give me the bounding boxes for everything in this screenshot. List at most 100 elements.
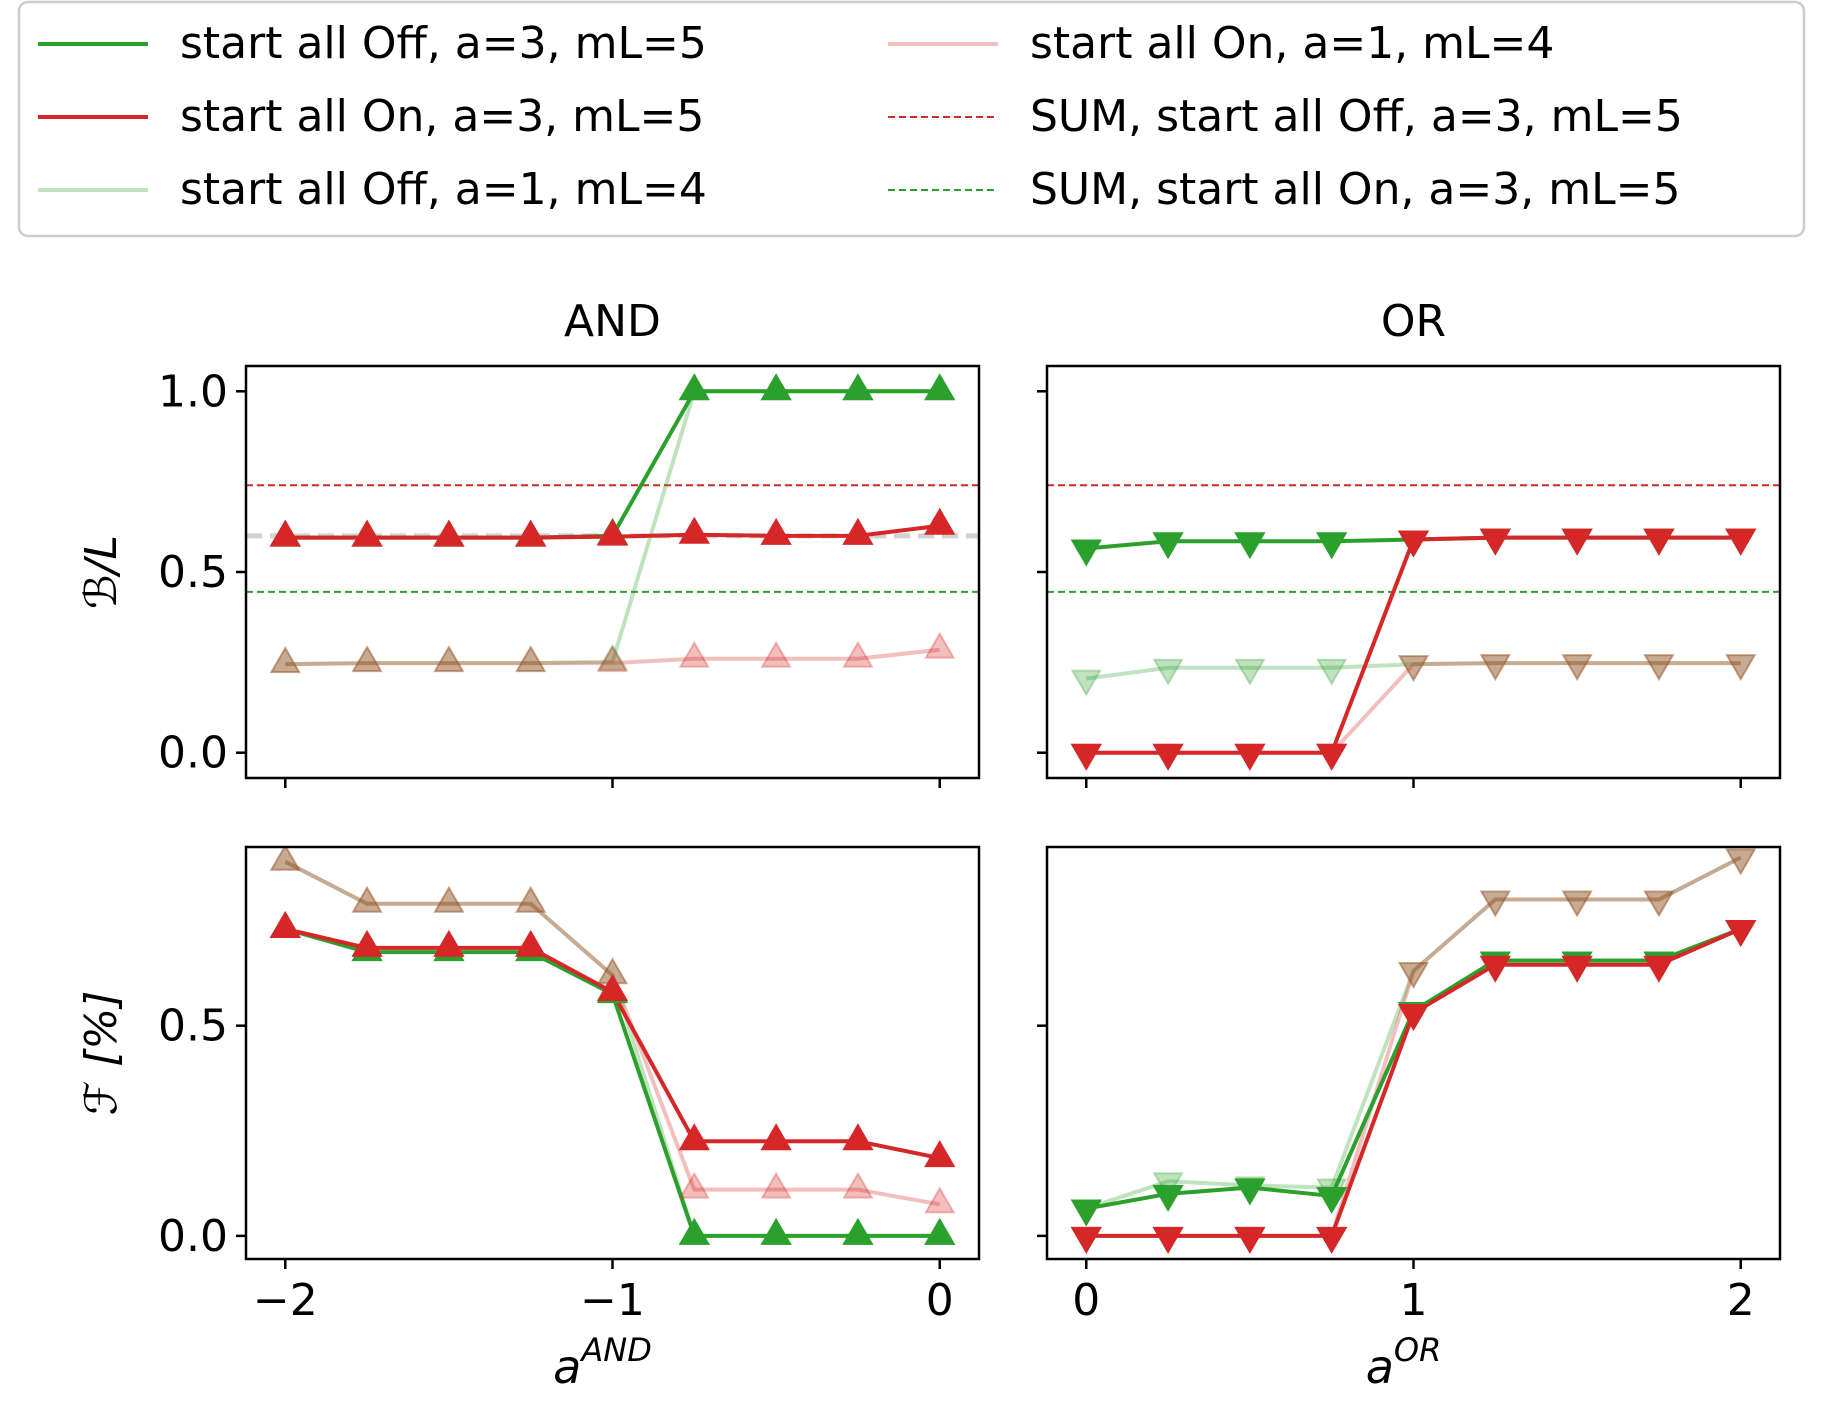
data-point (1234, 1178, 1266, 1206)
data-point (924, 631, 956, 659)
series-line-0 (1085, 855, 1742, 1211)
series-line-1 (1086, 855, 1742, 1238)
x-axis-label-superscript: AND (579, 1331, 651, 1369)
data-point (842, 373, 874, 401)
x-axis-label: aOR (1366, 1331, 1442, 1394)
data-point (678, 1217, 710, 1245)
y-tick-label: 0.5 (158, 1001, 228, 1052)
data-point (433, 645, 465, 673)
series-line-1 (285, 647, 940, 667)
data-point (760, 373, 792, 401)
data-point (1561, 528, 1593, 556)
x-tick-label: 1 (1400, 1275, 1428, 1326)
data-point (1397, 655, 1430, 683)
data-point (842, 1123, 874, 1151)
data-point (678, 640, 710, 668)
data-point (1397, 655, 1430, 683)
data-point (515, 519, 547, 547)
data-point (924, 1140, 956, 1168)
data-point (269, 646, 301, 674)
data-point (1397, 962, 1430, 990)
data-point (842, 517, 874, 545)
data-point (1397, 1004, 1430, 1032)
data-point (269, 847, 301, 871)
data-point (1234, 743, 1266, 771)
plot-area (269, 847, 956, 1245)
legend-label-4: SUM, start all Off, a=3, mL=5 (1030, 91, 1683, 142)
legend: start all Off, a=3, mL=5 start all On, a=… (17, 0, 1806, 238)
data-point (678, 1123, 710, 1151)
data-point (351, 645, 383, 673)
x-tick-label: 0 (1072, 1275, 1100, 1326)
panel-or-top: OR (1037, 296, 1782, 788)
x-tick-label: 0 (926, 1275, 954, 1326)
y-axis-label-symbol: ℱ (76, 1081, 127, 1116)
data-point (1643, 654, 1675, 682)
data-point (1070, 1199, 1102, 1227)
data-point (1479, 654, 1511, 682)
y-axis-label-rest: [%] (76, 991, 127, 1081)
y-axis-label: ℬ/L (76, 535, 127, 609)
y-axis-label: ℱ [%] (76, 991, 127, 1116)
data-point (1070, 539, 1102, 567)
data-point (760, 517, 792, 545)
data-point (269, 519, 301, 547)
data-point (269, 910, 301, 938)
data-point (1643, 528, 1675, 556)
legend-label-5: SUM, start all On, a=3, mL=5 (1030, 164, 1680, 215)
data-point (1070, 669, 1102, 697)
data-point (1725, 654, 1757, 682)
series-markers-3 (269, 910, 956, 1168)
series-line-0 (284, 859, 940, 1238)
y-tick-label: 0.5 (158, 547, 228, 598)
data-point (1316, 658, 1348, 686)
data-point (1234, 658, 1266, 686)
data-point (1725, 848, 1757, 876)
panel-title: OR (1381, 296, 1446, 347)
data-point (596, 643, 629, 671)
data-point (1561, 890, 1593, 918)
data-point (515, 885, 547, 913)
data-point (269, 646, 301, 674)
data-point (842, 1171, 874, 1199)
data-point (1479, 654, 1511, 682)
x-axis-label-superscript: OR (1394, 1331, 1441, 1369)
data-point (515, 929, 547, 957)
panel-and-top: 0.0 0.5 1.0 AND ℬ/L (76, 296, 981, 788)
data-point (1316, 1186, 1348, 1214)
data-point (515, 885, 547, 913)
x-tick-label: −1 (580, 1275, 645, 1326)
data-point (1561, 890, 1593, 918)
data-point (596, 645, 629, 673)
data-point (1479, 890, 1511, 918)
data-point (1152, 1184, 1184, 1212)
data-point (1152, 532, 1184, 560)
panel-or-bottom: 0 1 2 aOR (1037, 845, 1782, 1394)
legend-label-2: start all Off, a=1, mL=4 (180, 164, 707, 215)
x-axis-label-base: a (553, 1340, 581, 1394)
data-point (760, 1123, 792, 1151)
data-point (515, 645, 547, 673)
data-point (433, 929, 465, 957)
series-line-1 (284, 859, 941, 1207)
data-point (678, 373, 710, 401)
data-point (1152, 1226, 1184, 1254)
panel-and-bottom: −2 −1 0 0.0 0.5 ℱ [%] aAND (76, 845, 981, 1394)
data-point (433, 885, 465, 913)
data-point (433, 519, 465, 547)
data-point (1397, 962, 1430, 990)
data-point (1725, 848, 1757, 876)
data-point (1152, 743, 1184, 771)
plot-area (246, 373, 979, 674)
legend-label-0: start all Off, a=3, mL=5 (180, 18, 707, 69)
data-point (1643, 890, 1675, 918)
x-axis-label: aAND (553, 1331, 652, 1394)
plot-area (1047, 484, 1780, 771)
data-point (351, 645, 383, 673)
data-point (842, 640, 874, 668)
data-point (1561, 654, 1593, 682)
x-tick-label: 2 (1727, 1275, 1755, 1326)
series-markers-3 (269, 507, 956, 547)
data-point (1643, 654, 1675, 682)
